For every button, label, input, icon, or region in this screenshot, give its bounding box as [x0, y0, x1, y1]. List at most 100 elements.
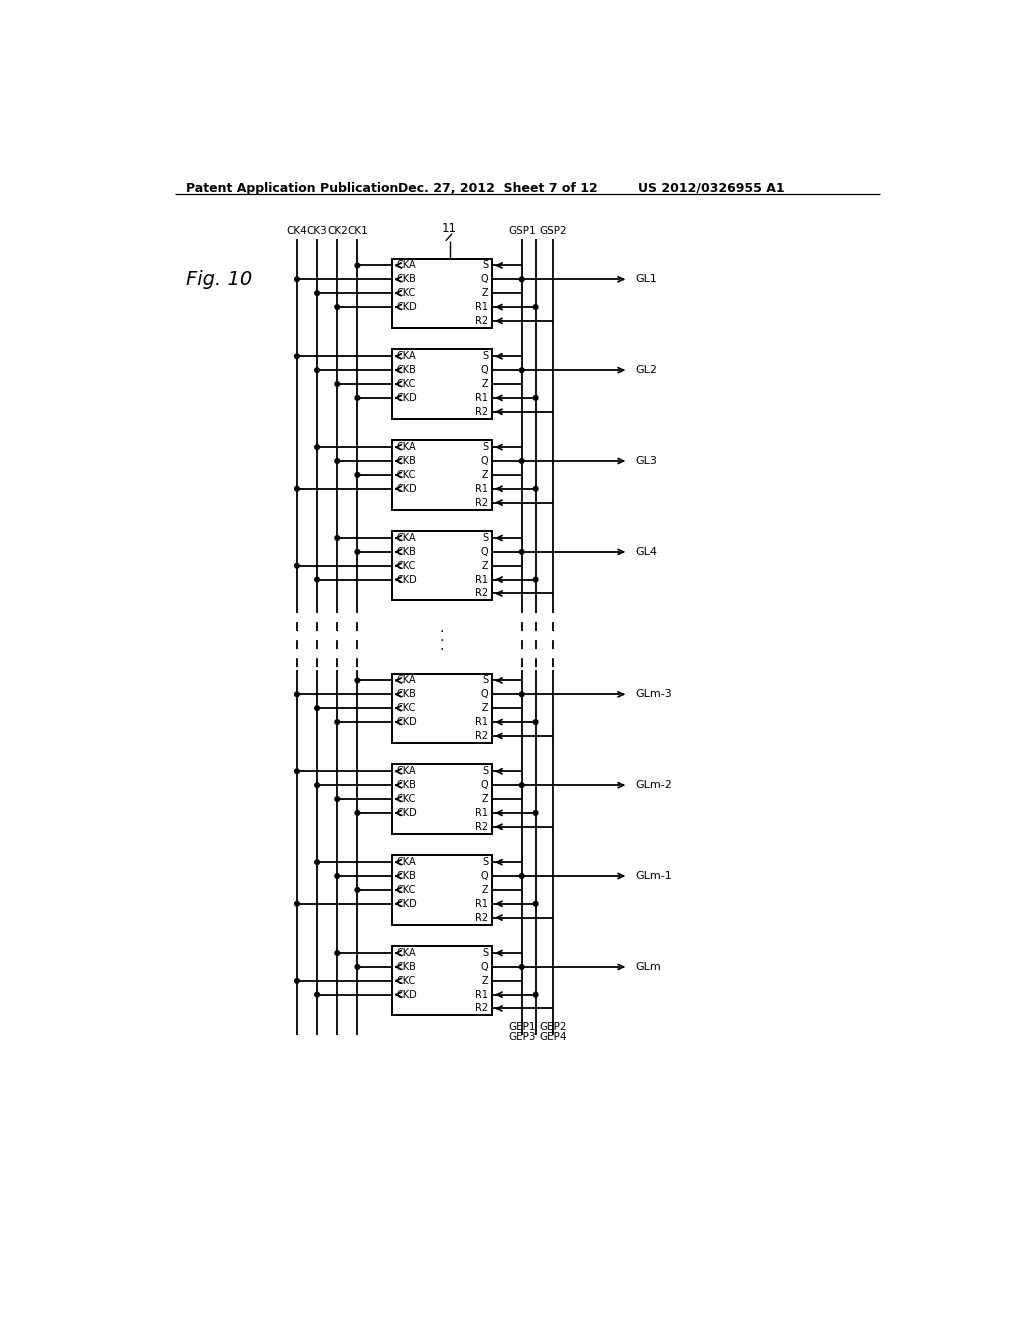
Text: CK2: CK2: [327, 226, 347, 236]
Circle shape: [314, 290, 319, 296]
Text: CKC: CKC: [396, 470, 416, 480]
Circle shape: [295, 354, 299, 359]
Text: Z: Z: [481, 288, 488, 298]
Text: Z: Z: [481, 704, 488, 713]
Text: CKB: CKB: [396, 546, 416, 557]
Circle shape: [519, 549, 524, 554]
Text: CKD: CKD: [396, 302, 417, 312]
Bar: [391, 531, 493, 601]
Circle shape: [519, 965, 524, 969]
Bar: [391, 673, 493, 743]
Text: R1: R1: [475, 717, 488, 727]
Circle shape: [335, 950, 340, 956]
Text: CKA: CKA: [396, 948, 416, 958]
Circle shape: [295, 978, 299, 983]
Text: S: S: [482, 533, 488, 543]
Text: R2: R2: [475, 498, 488, 508]
Text: R2: R2: [475, 315, 488, 326]
Bar: [391, 441, 493, 510]
Text: CKA: CKA: [396, 857, 416, 867]
Text: GSP1: GSP1: [508, 226, 536, 236]
Circle shape: [295, 770, 299, 774]
Text: R1: R1: [475, 302, 488, 312]
Circle shape: [534, 396, 538, 400]
Text: CKA: CKA: [396, 442, 416, 453]
Text: GSP2: GSP2: [539, 226, 566, 236]
Text: .: .: [439, 630, 444, 644]
Text: GEP3: GEP3: [508, 1032, 536, 1043]
Circle shape: [355, 887, 359, 892]
Text: S: S: [482, 351, 488, 362]
Text: GEP4: GEP4: [539, 1032, 566, 1043]
Circle shape: [519, 692, 524, 697]
Circle shape: [534, 993, 538, 997]
Text: CKA: CKA: [396, 351, 416, 362]
Text: US 2012/0326955 A1: US 2012/0326955 A1: [638, 182, 784, 194]
Text: Fig. 10: Fig. 10: [186, 271, 252, 289]
Text: CKC: CKC: [396, 288, 416, 298]
Text: GLm-3: GLm-3: [636, 689, 673, 700]
Circle shape: [355, 678, 359, 682]
Text: CKC: CKC: [396, 884, 416, 895]
Circle shape: [519, 368, 524, 372]
Text: Q: Q: [480, 871, 488, 880]
Text: CKB: CKB: [396, 275, 416, 284]
Bar: [391, 946, 493, 1015]
Text: S: S: [482, 948, 488, 958]
Circle shape: [355, 473, 359, 478]
Text: CK1: CK1: [347, 226, 368, 236]
Text: Q: Q: [480, 962, 488, 972]
Text: S: S: [482, 857, 488, 867]
Circle shape: [519, 783, 524, 788]
Circle shape: [335, 536, 340, 540]
Text: .: .: [439, 620, 444, 635]
Text: R2: R2: [475, 822, 488, 832]
Text: R2: R2: [475, 407, 488, 417]
Text: R1: R1: [475, 899, 488, 908]
Text: Z: Z: [481, 795, 488, 804]
Text: CKA: CKA: [396, 676, 416, 685]
Text: R1: R1: [475, 574, 488, 585]
Text: S: S: [482, 260, 488, 271]
Text: S: S: [482, 442, 488, 453]
Text: CKD: CKD: [396, 574, 417, 585]
Text: CKD: CKD: [396, 393, 417, 403]
Text: Dec. 27, 2012  Sheet 7 of 12: Dec. 27, 2012 Sheet 7 of 12: [397, 182, 597, 194]
Circle shape: [335, 719, 340, 725]
Circle shape: [355, 810, 359, 816]
Circle shape: [314, 577, 319, 582]
Text: CKA: CKA: [396, 260, 416, 271]
Text: .: .: [439, 639, 444, 653]
Circle shape: [534, 902, 538, 906]
Text: CKB: CKB: [396, 455, 416, 466]
Circle shape: [314, 783, 319, 788]
Circle shape: [335, 458, 340, 463]
Circle shape: [519, 277, 524, 281]
Text: Q: Q: [480, 780, 488, 791]
Text: Patent Application Publication: Patent Application Publication: [186, 182, 398, 194]
Bar: [391, 350, 493, 418]
Text: GL3: GL3: [636, 455, 657, 466]
Text: Z: Z: [481, 379, 488, 389]
Circle shape: [355, 549, 359, 554]
Text: Z: Z: [481, 561, 488, 570]
Text: R2: R2: [475, 1003, 488, 1014]
Circle shape: [335, 381, 340, 387]
Circle shape: [534, 810, 538, 816]
Text: GL4: GL4: [636, 546, 657, 557]
Text: R1: R1: [475, 808, 488, 818]
Text: GLm: GLm: [636, 962, 662, 972]
Text: R2: R2: [475, 589, 488, 598]
Text: Z: Z: [481, 884, 488, 895]
Circle shape: [314, 993, 319, 997]
Text: GEP2: GEP2: [539, 1022, 566, 1031]
Text: CKB: CKB: [396, 689, 416, 700]
Text: Q: Q: [480, 546, 488, 557]
Bar: [391, 855, 493, 924]
Text: GLm-2: GLm-2: [636, 780, 673, 791]
Text: GL2: GL2: [636, 366, 657, 375]
Circle shape: [355, 965, 359, 969]
Circle shape: [295, 692, 299, 697]
Circle shape: [534, 719, 538, 725]
Text: CKC: CKC: [396, 561, 416, 570]
